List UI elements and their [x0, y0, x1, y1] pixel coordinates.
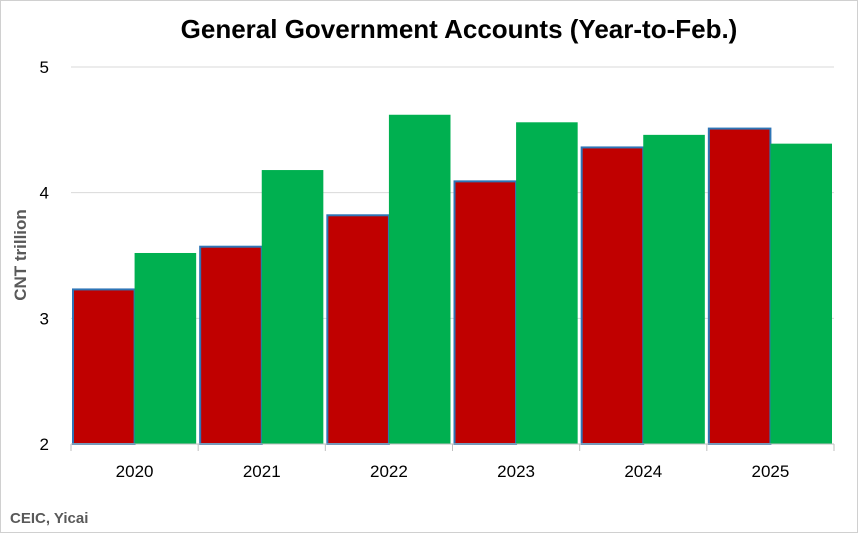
y-tick-label-2: 2 — [40, 435, 49, 454]
y-axis-ticks: 2 3 4 5 — [40, 58, 49, 454]
y-tick-label-5: 5 — [40, 58, 49, 77]
bar-green-2020 — [134, 252, 197, 444]
gridlines — [71, 66, 834, 319]
x-axis: 2020 2021 2022 2023 2024 2025 — [70, 443, 835, 481]
bar-green-2024 — [643, 134, 705, 445]
source-note: CEIC, Yicai — [10, 510, 88, 527]
bar-green-2022 — [388, 114, 451, 445]
y-axis-title: CNT trillion — [11, 209, 30, 301]
bar-red-2025 — [707, 127, 772, 446]
bars — [72, 114, 832, 446]
bar-green-2023 — [516, 122, 578, 444]
x-tick-label-2020: 2020 — [116, 462, 154, 481]
bar-green-2025 — [770, 143, 832, 444]
x-tick-label-2025: 2025 — [752, 462, 790, 481]
bar-red-2022 — [326, 214, 390, 445]
bar-red-2021 — [199, 245, 263, 445]
x-tick-label-2021: 2021 — [243, 462, 281, 481]
chart-title: General Government Accounts (Year-to-Feb… — [181, 14, 738, 44]
bar-red-2024 — [580, 146, 645, 445]
x-tick-label-2022: 2022 — [370, 462, 408, 481]
x-tick-label-2024: 2024 — [624, 462, 662, 481]
x-tick-label-2023: 2023 — [497, 462, 535, 481]
bar-green-2021 — [261, 170, 324, 444]
bar-red-2020 — [72, 288, 136, 445]
y-tick-label-4: 4 — [40, 184, 49, 203]
bar-red-2023 — [453, 180, 518, 446]
y-tick-label-3: 3 — [40, 309, 49, 328]
